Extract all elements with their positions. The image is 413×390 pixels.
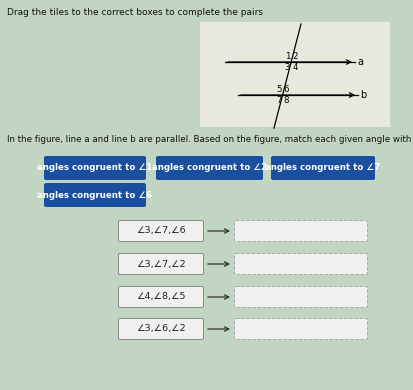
FancyBboxPatch shape <box>199 22 389 127</box>
FancyBboxPatch shape <box>271 156 374 180</box>
Text: angles congruent to ∠7: angles congruent to ∠7 <box>265 163 380 172</box>
Text: 2: 2 <box>292 52 297 61</box>
Text: ∠3,∠7,∠6: ∠3,∠7,∠6 <box>136 227 185 236</box>
Text: In the figure, line a and line b are parallel. Based on the figure, match each g: In the figure, line a and line b are par… <box>7 135 413 144</box>
FancyBboxPatch shape <box>118 287 203 307</box>
FancyBboxPatch shape <box>234 254 367 275</box>
Text: angles congruent to ∠6: angles congruent to ∠6 <box>37 190 152 200</box>
Text: ∠4,∠8,∠5: ∠4,∠8,∠5 <box>136 292 185 301</box>
FancyBboxPatch shape <box>234 287 367 307</box>
FancyBboxPatch shape <box>234 319 367 340</box>
FancyBboxPatch shape <box>118 254 203 275</box>
Text: 6: 6 <box>283 85 288 94</box>
FancyBboxPatch shape <box>44 156 146 180</box>
Text: 5: 5 <box>275 85 281 94</box>
Text: a: a <box>356 57 362 67</box>
Text: 4: 4 <box>292 63 297 72</box>
Text: angles congruent to ∠2: angles congruent to ∠2 <box>152 163 266 172</box>
FancyBboxPatch shape <box>44 183 146 207</box>
FancyBboxPatch shape <box>234 220 367 241</box>
Text: b: b <box>359 90 366 100</box>
Text: 8: 8 <box>283 96 288 105</box>
Text: ∠3,∠6,∠2: ∠3,∠6,∠2 <box>136 324 185 333</box>
Text: Drag the tiles to the correct boxes to complete the pairs: Drag the tiles to the correct boxes to c… <box>7 8 262 17</box>
Text: angles congruent to ∠1: angles congruent to ∠1 <box>37 163 152 172</box>
FancyBboxPatch shape <box>118 220 203 241</box>
Text: ∠3,∠7,∠2: ∠3,∠7,∠2 <box>136 259 185 268</box>
Text: 3: 3 <box>284 63 290 72</box>
Text: 7: 7 <box>275 96 281 105</box>
Text: 1: 1 <box>284 52 290 61</box>
FancyBboxPatch shape <box>118 319 203 340</box>
FancyBboxPatch shape <box>156 156 262 180</box>
